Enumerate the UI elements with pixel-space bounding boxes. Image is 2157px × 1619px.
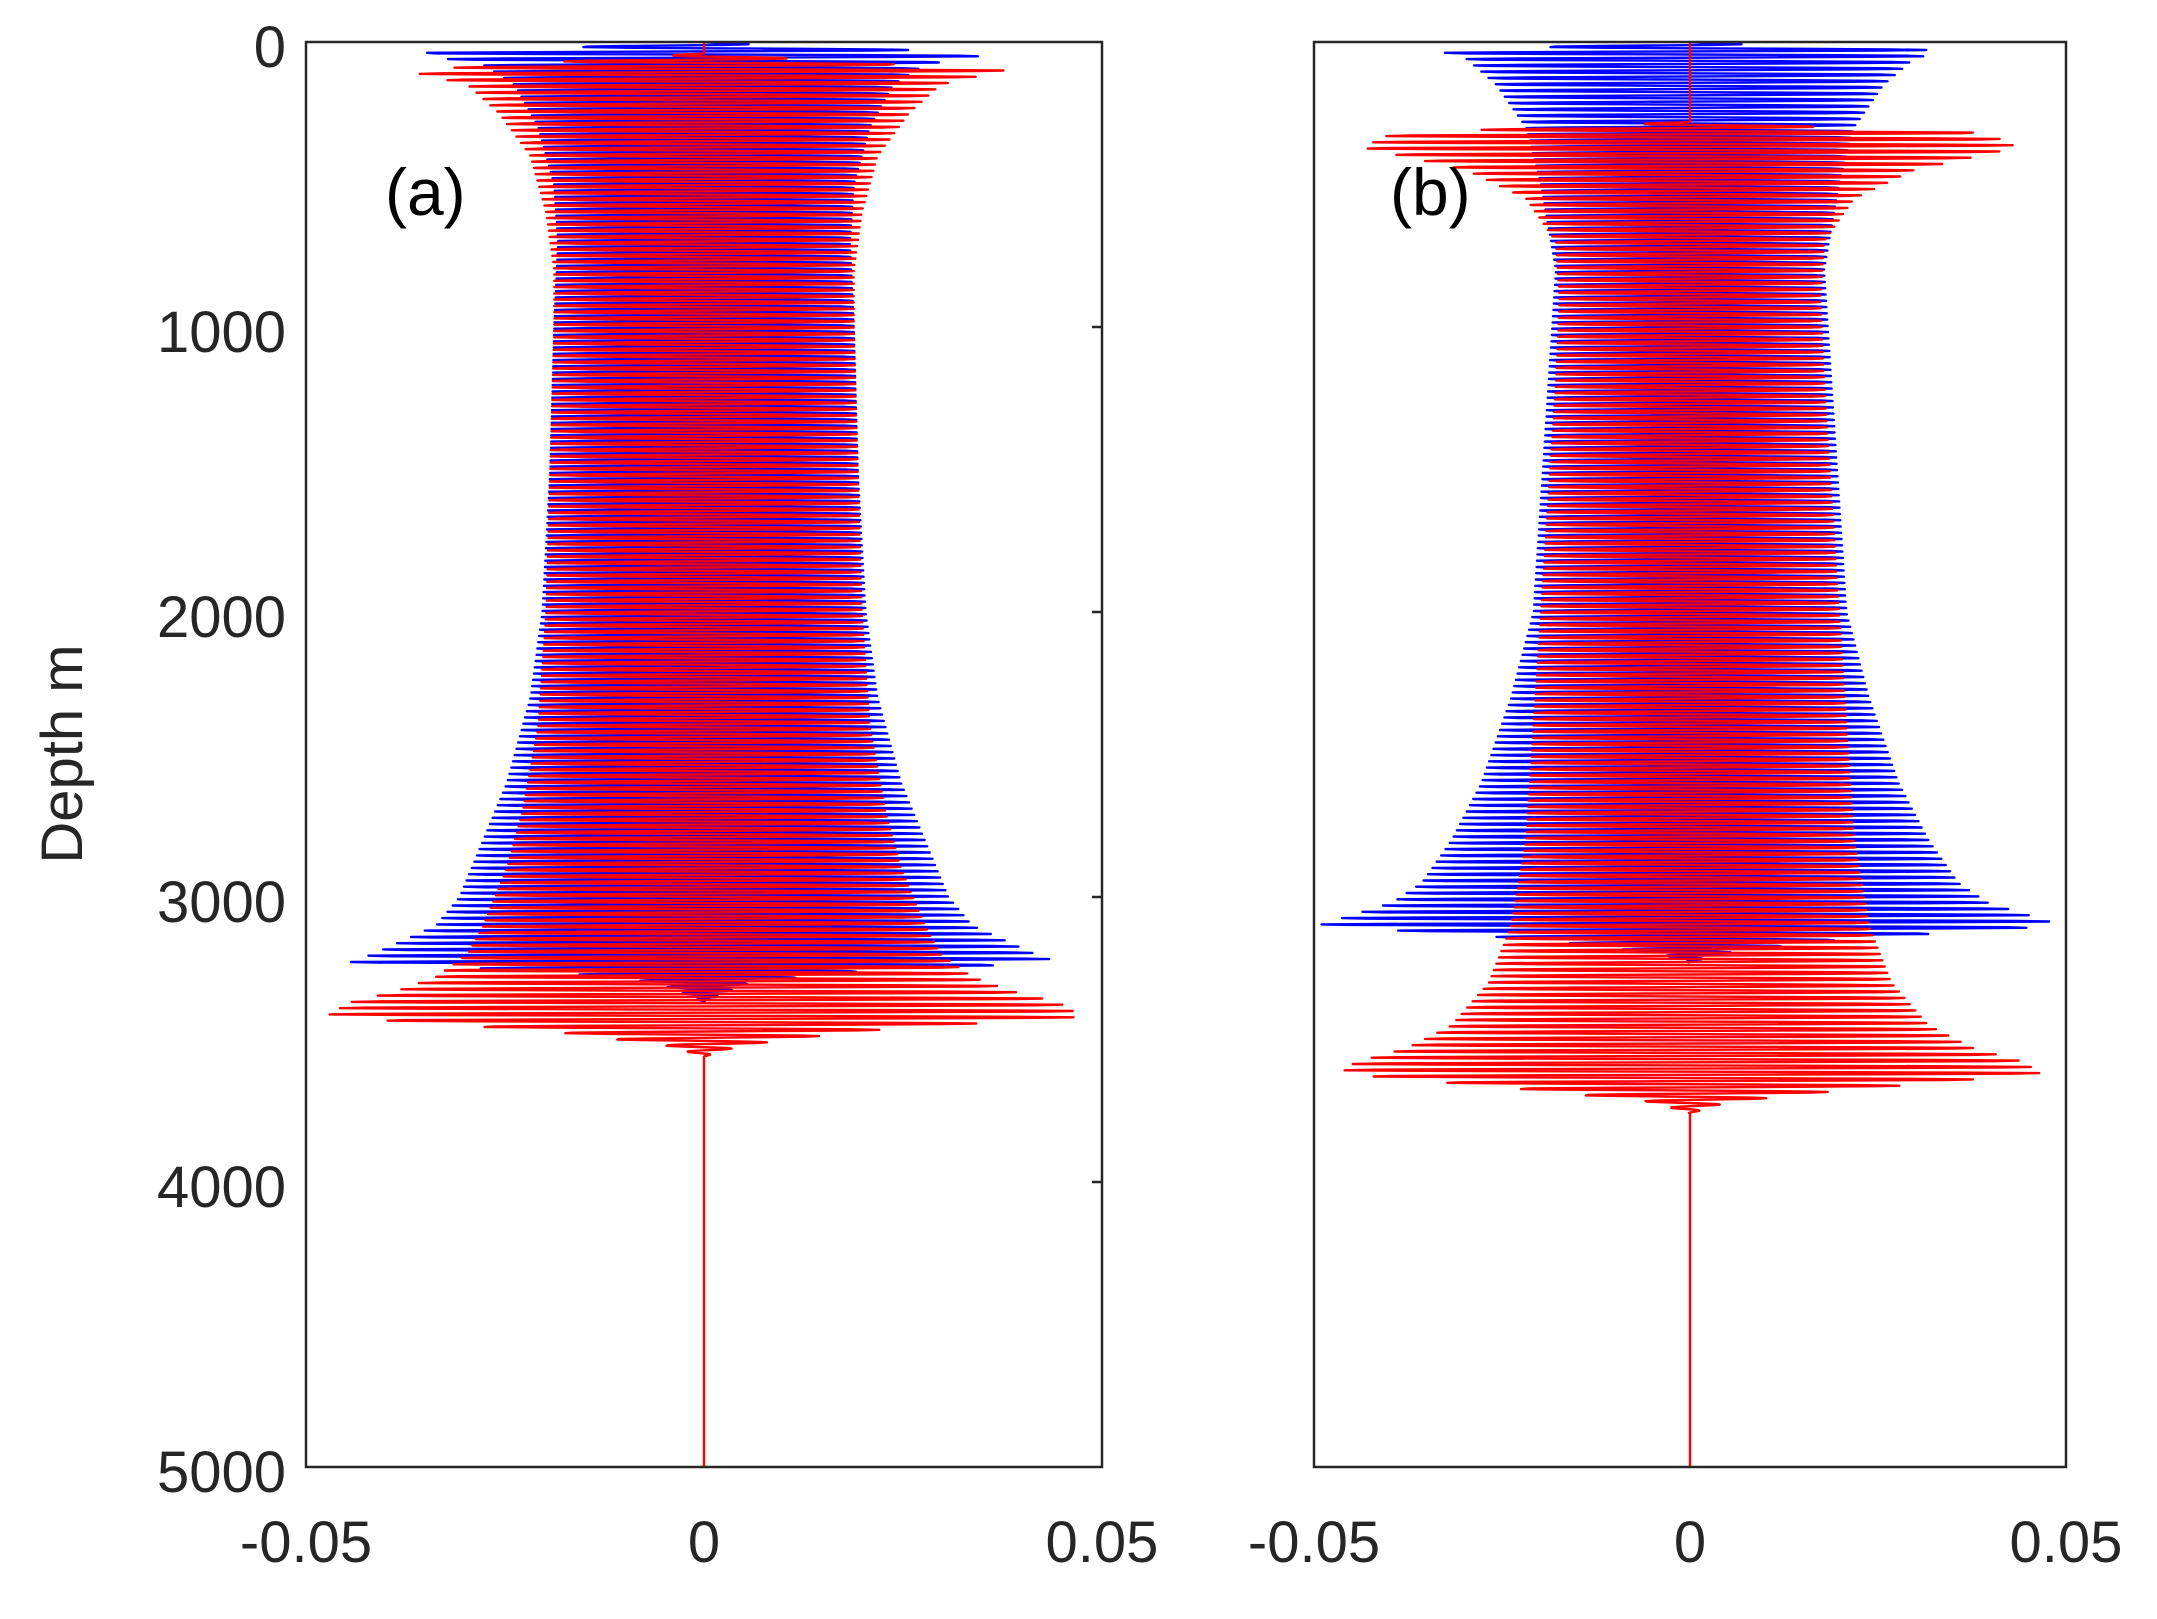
y-tick-label-a-1000: 1000: [157, 300, 286, 365]
x-tick-label-a-right: 0.05: [1046, 1510, 1159, 1575]
y-tick-label-a-4000: 4000: [157, 1155, 286, 1220]
axes-frame-b: [1312, 40, 2068, 1469]
y-tick-label-a-5000: 5000: [157, 1440, 286, 1505]
x-tick-label-a-left: -0.05: [240, 1510, 372, 1575]
series-line-a-red: [328, 42, 1075, 1467]
x-tick-label-b-right: 0.05: [2010, 1510, 2123, 1575]
axes-frame-a: [304, 40, 1104, 1469]
panel-label-b: (b): [1390, 155, 1471, 229]
x-tick-label-b-left: -0.05: [1248, 1510, 1380, 1575]
series-line-b-red: [1343, 42, 2041, 1467]
panel-b: -0.05 0 0.05 (b): [1248, 40, 2123, 1575]
x-tick-label-a-mid: 0: [688, 1510, 720, 1575]
y-tick-label-a-3000: 3000: [157, 870, 286, 935]
y-tick-label-a-0: 0: [254, 15, 286, 80]
plot-area-a: [328, 42, 1075, 1467]
plot-area-b: [1320, 42, 2051, 1467]
panel-a: 0 1000 2000 3000 4000 5000 -0.05 0 0.05 …: [30, 15, 1158, 1575]
y-axis-title: Depth m: [30, 644, 95, 863]
series-line-a-blue: [349, 42, 1051, 1004]
x-tick-label-b-mid: 0: [1674, 1510, 1706, 1575]
panel-label-a: (a): [385, 155, 466, 229]
ticks-a: [1092, 325, 1102, 1184]
y-tick-label-a-2000: 2000: [157, 585, 286, 650]
